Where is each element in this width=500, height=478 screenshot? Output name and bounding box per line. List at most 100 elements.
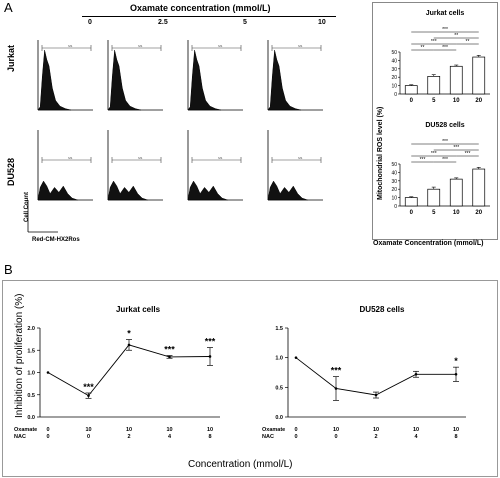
ros-ylabel: Mitochondrial ROS level (%): [377, 106, 384, 200]
prolif-y-tick-label: 1.5: [275, 326, 283, 332]
oxamate-value: 0: [46, 427, 49, 433]
ros-x-tick-label: 0: [410, 210, 414, 216]
prolif-point: [87, 394, 90, 397]
ros-chart-title: Jurkat cells: [426, 10, 465, 17]
ros-y-tick-label: 20: [391, 187, 397, 193]
prolif-y-tick-label: 0.5: [275, 385, 283, 391]
prolif-significance: ***: [164, 345, 175, 355]
prolif-significance: ***: [331, 366, 342, 376]
ros-bar: [472, 168, 486, 207]
prolif-point: [294, 356, 298, 359]
oxamate-value: 0: [294, 427, 297, 433]
concentration-title: Oxamate concentration (mmol/L): [130, 3, 271, 13]
ros-bar: [449, 65, 463, 95]
prolif-point: [168, 355, 171, 359]
nac-value: 0: [87, 434, 90, 440]
ros-y-tick-label: 0: [394, 92, 397, 98]
prolif-point: [208, 355, 212, 358]
gate-label: M1: [138, 44, 142, 48]
ros-y-tick-label: 20: [391, 75, 397, 81]
significance-stars: ***: [453, 145, 459, 151]
gate-label: M1: [298, 156, 302, 160]
significance-stars: ***: [420, 157, 426, 163]
nac-value: 8: [454, 434, 457, 440]
nac-value: 0: [294, 434, 297, 440]
ros-bar: [449, 178, 463, 207]
flow-histogram: [107, 180, 148, 201]
concentration-underline: [82, 16, 336, 17]
nac-row-label: NAC: [14, 434, 26, 440]
conc-label-3: 10: [318, 19, 326, 26]
prolif-series-line: [295, 357, 456, 396]
ros-y-tick-label: 40: [391, 170, 397, 176]
significance-stars: ***: [442, 139, 448, 145]
panel-b-frame: [2, 280, 498, 477]
flow-histogram-grid: M1 M1 M1 M1 M1 M1 M1 M1: [27, 40, 323, 233]
significance-stars: ***: [442, 27, 448, 33]
significance-stars: ***: [442, 45, 448, 51]
significance-stars: ***: [431, 151, 437, 157]
prolif-significance: *: [127, 329, 131, 339]
flow-histogram: [187, 50, 222, 111]
gate-label: M1: [218, 44, 222, 48]
nac-value: 2: [127, 434, 130, 440]
ros-y-tick-label: 30: [391, 179, 397, 185]
gate-label: M1: [218, 156, 222, 160]
prolif-point: [46, 371, 50, 374]
ros-y-tick-label: 30: [391, 67, 397, 73]
significance-stars: **: [466, 39, 470, 45]
flow-axis-y-label: Cell Count: [24, 192, 30, 222]
conc-label-2: 5: [243, 19, 247, 26]
ros-bar: [427, 76, 441, 95]
ros-x-tick-label: 10: [453, 98, 460, 104]
gate-label: M1: [138, 156, 142, 160]
nac-row-label: NAC: [262, 434, 274, 440]
prolif-point: [414, 372, 418, 376]
flow-histogram: [267, 50, 302, 111]
ros-bar: [404, 85, 418, 95]
flow-histogram: [37, 180, 78, 201]
prolif-point: [454, 372, 458, 376]
oxamate-value: 10: [373, 427, 379, 433]
significance-stars: ***: [442, 157, 448, 163]
oxamate-value: 10: [207, 427, 213, 433]
ros-y-tick-label: 0: [394, 204, 397, 210]
nac-value: 2: [374, 434, 377, 440]
ros-charts-frame: [372, 2, 498, 240]
proliferation-charts: Jurkat cells0.00.51.01.52.000***100*102*…: [14, 305, 466, 440]
conc-label-1: 2.5: [158, 19, 168, 26]
prolif-point: [127, 343, 131, 347]
oxamate-value: 10: [453, 427, 459, 433]
prolif-significance: *: [454, 356, 458, 366]
ros-x-tick-label: 10: [453, 210, 460, 216]
flow-histogram: [37, 50, 72, 111]
significance-stars: **: [421, 45, 425, 51]
ros-y-tick-label: 10: [391, 84, 397, 90]
prolif-y-tick-label: 2.0: [27, 326, 35, 332]
oxamate-value: 10: [126, 427, 132, 433]
prolif-y-tick-label: 0.0: [27, 415, 35, 421]
prolif-significance: ***: [205, 337, 216, 347]
proliferation-xlabel: Concentration (mmol/L): [188, 459, 293, 470]
proliferation-chart-title: DU528 cells: [360, 305, 405, 314]
ros-bar: [472, 56, 486, 95]
prolif-significance: ***: [83, 382, 94, 392]
panel-a-letter: A: [4, 0, 13, 15]
panel-b-letter: B: [4, 262, 13, 277]
ros-xlabel: Oxamate Concentration (mmol/L): [373, 240, 484, 247]
prolif-point: [334, 387, 338, 390]
flow-axis-x-label: Red-CM-HX2Ros: [32, 237, 80, 243]
prolif-y-tick-label: 1.5: [27, 348, 35, 354]
ros-y-tick-label: 50: [391, 50, 397, 56]
oxamate-row-label: Oxamate: [14, 427, 37, 433]
nac-value: 4: [414, 434, 418, 440]
significance-stars: ***: [431, 39, 437, 45]
prolif-y-tick-label: 1.0: [275, 356, 283, 362]
ros-x-tick-label: 5: [432, 98, 436, 104]
ros-x-tick-label: 5: [432, 210, 436, 216]
ros-y-tick-label: 50: [391, 162, 397, 168]
ros-x-tick-label: 20: [475, 98, 482, 104]
gate-label: M1: [68, 156, 72, 160]
flow-histogram: [187, 180, 228, 201]
